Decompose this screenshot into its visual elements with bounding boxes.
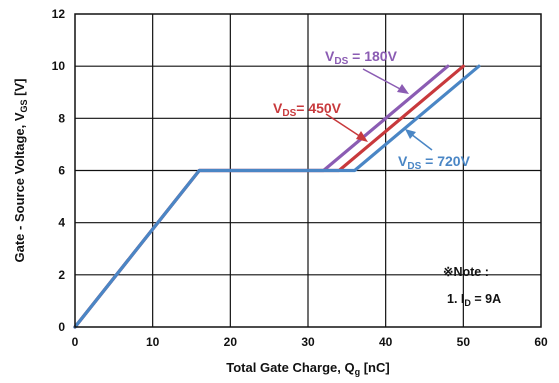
series-label-180v-text: VDS = 180V: [325, 48, 398, 67]
series-label-450v-text: VDS= 450V: [273, 100, 342, 119]
y-tick-label: 0: [58, 320, 65, 334]
x-axis-title: Total Gate Charge, Qg [nC]: [226, 360, 389, 377]
y-axis-title-sub: GS: [19, 99, 29, 112]
x-tick-label: 10: [146, 335, 160, 349]
x-tick-label: 50: [457, 335, 471, 349]
series-line-720v: [73, 64, 481, 329]
series-line-450v: [73, 64, 465, 329]
plot-frame: [74, 13, 542, 328]
x-tick-label: 60: [534, 335, 548, 349]
series-label-180v-arrow-line: [362, 68, 403, 91]
series-label-450v-arrowhead: [356, 131, 368, 142]
series-label-450v: VDS= 450V: [273, 100, 368, 142]
y-tick-label: 2: [58, 268, 65, 282]
note-line: 1. ID = 9A: [447, 292, 501, 308]
y-axis-ticks: 0 2 4 6 8 10 12: [52, 7, 66, 334]
x-axis-title-unit: [nC]: [360, 360, 390, 375]
y-axis-title: Gate - Source Voltage, VGS [V]: [12, 79, 29, 263]
series-group: [73, 64, 481, 329]
x-tick-label: 0: [72, 335, 79, 349]
x-axis-ticks: 0 10 20 30 40 50 60: [72, 335, 548, 349]
y-tick-label: 6: [58, 164, 65, 178]
x-axis-title-sub: g: [355, 367, 361, 377]
y-tick-label: 4: [58, 216, 65, 230]
series-label-180v-arrowhead: [397, 84, 409, 94]
x-tick-label: 30: [301, 335, 315, 349]
x-tick-label: 20: [224, 335, 238, 349]
x-axis-title-main: Total Gate Charge, Q: [226, 360, 354, 375]
y-axis-title-main: Gate - Source Voltage, V: [12, 112, 27, 262]
series-line-180v: [73, 64, 450, 329]
y-tick-label: 8: [58, 111, 65, 125]
x-tick-label: 40: [379, 335, 393, 349]
series-labels: VDS = 180V VDS= 450V VDS = 720V: [273, 48, 471, 172]
series-label-450v-arrow-line: [325, 113, 362, 138]
series-label-180v: VDS = 180V: [325, 48, 409, 94]
y-tick-label: 12: [52, 7, 66, 21]
series-label-720v-text: VDS = 720V: [398, 153, 471, 172]
note-title: ※Note :: [443, 265, 489, 279]
y-tick-label: 10: [52, 59, 66, 73]
y-axis-title-unit: [V]: [12, 79, 27, 100]
series-label-720v: VDS = 720V: [398, 129, 471, 172]
note-box: ※Note : 1. ID = 9A: [443, 265, 501, 308]
series-label-720v-arrowhead: [405, 129, 416, 139]
series-label-720v-arrow-line: [410, 133, 433, 151]
